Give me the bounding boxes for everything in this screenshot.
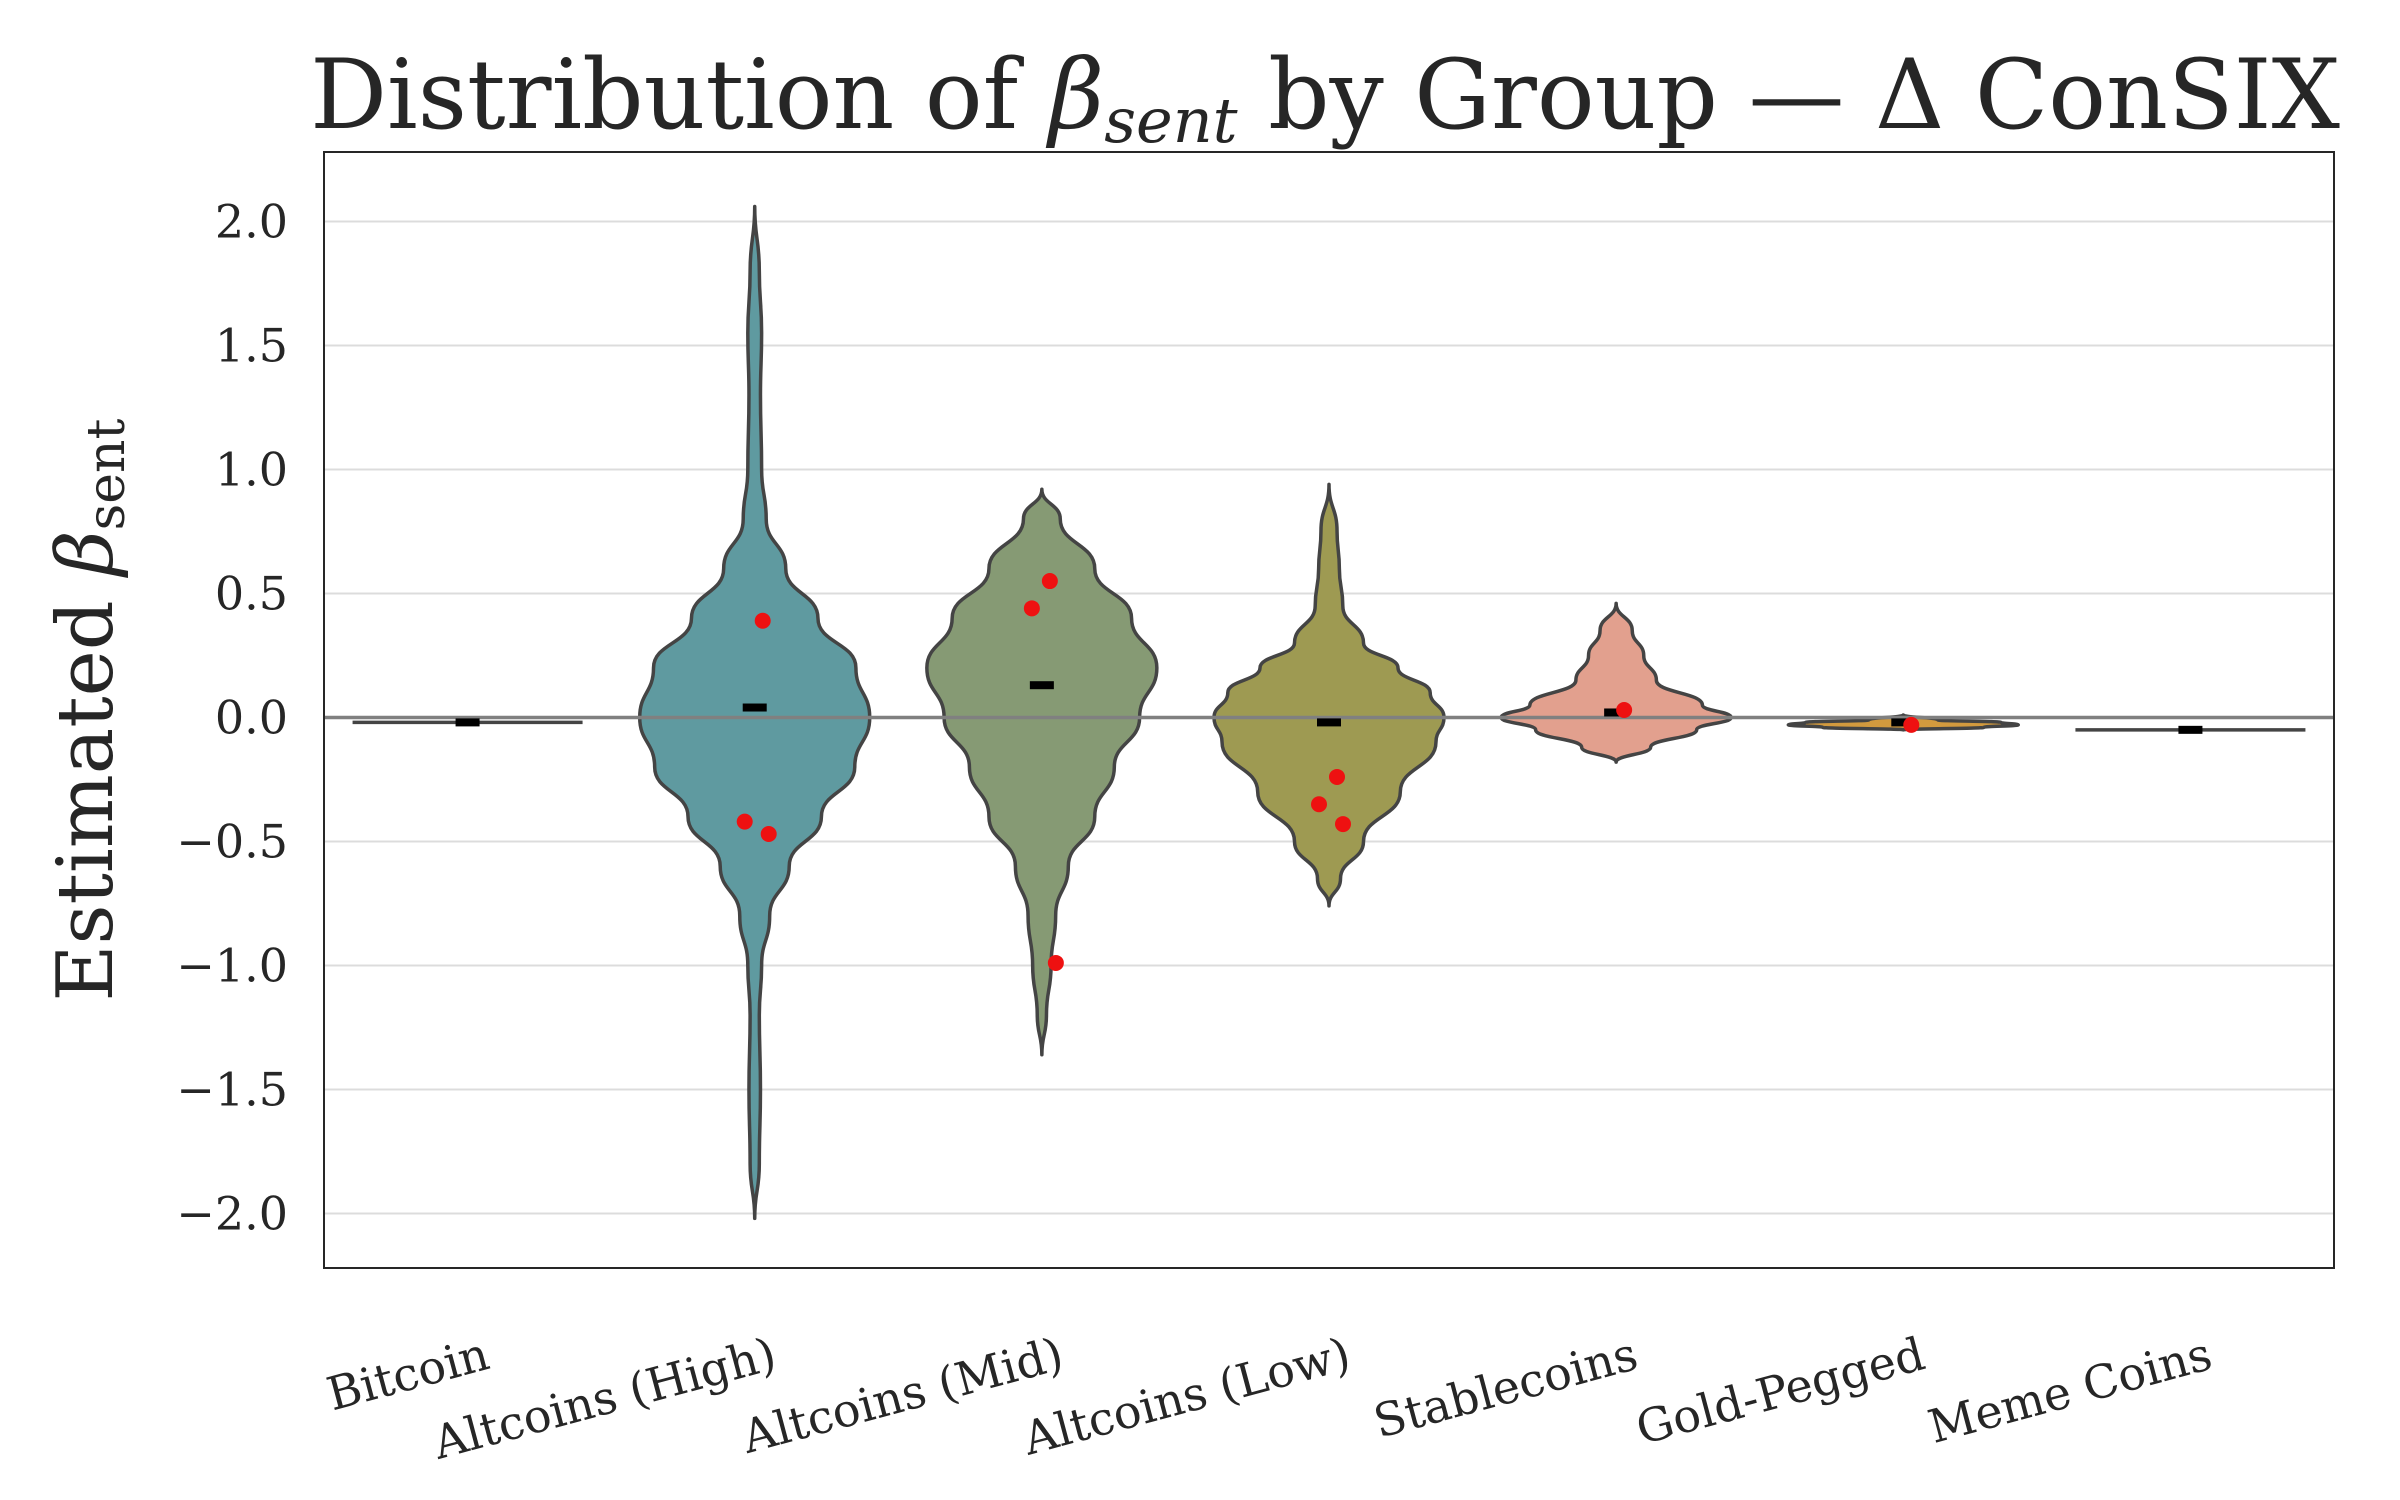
x-tick-label: Meme Coins: [1923, 1326, 2218, 1453]
x-tick-label: Altcoins (Low): [1016, 1326, 1355, 1465]
data-point: [1047, 954, 1064, 971]
y-tick-label: 0.0: [215, 690, 288, 744]
violin-2: [925, 487, 1159, 1057]
y-tick-label: 1.5: [215, 318, 288, 372]
median-mark-5: [1891, 718, 1916, 727]
violins: [352, 204, 2306, 1221]
data-point: [1616, 702, 1633, 718]
violin-4: [1499, 601, 1733, 764]
data-point: [1903, 716, 1920, 733]
data-points: [736, 573, 1920, 971]
data-point: [1311, 796, 1327, 813]
median-mark-4: [1604, 708, 1629, 717]
y-tick-labels: 2.0 1.5 1.0 0.5 0.0 −0.5 −1.0 −1.5 −2.0: [176, 194, 288, 1240]
y-tick-label: −1.0: [176, 938, 288, 992]
median-mark-2: [1029, 681, 1054, 690]
plot-frame: [323, 151, 2335, 1269]
median-mark-0: [455, 718, 480, 727]
data-point: [1335, 816, 1351, 833]
data-point: [736, 813, 753, 830]
y-tick-label: −1.5: [176, 1062, 288, 1116]
chart-title: Distribution of βsent by Group — Δ ConSI…: [310, 39, 2340, 157]
median-mark-6: [2178, 725, 2203, 734]
x-tick-label: Altcoins (Mid): [735, 1326, 1068, 1464]
violin-1: [637, 204, 872, 1221]
median-marks: [455, 681, 2203, 734]
y-tick-label: −0.5: [176, 814, 288, 868]
data-point: [754, 612, 771, 629]
y-axis-label: Estimated βsent: [41, 418, 137, 1001]
y-tick-label: 0.5: [215, 566, 288, 620]
data-point: [1041, 573, 1058, 590]
y-tick-label: 2.0: [215, 194, 288, 248]
y-tick-label: −2.0: [176, 1186, 288, 1240]
data-point: [1329, 768, 1345, 785]
violin-3: [1212, 482, 1446, 908]
median-mark-3: [1317, 718, 1341, 727]
median-mark-1: [742, 703, 767, 712]
data-point: [1023, 600, 1040, 617]
y-tick-label: 1.0: [215, 442, 288, 496]
x-tick-label: Gold-Pegged: [1630, 1326, 1930, 1455]
data-point: [760, 826, 777, 842]
x-tick-label: Stablecoins: [1368, 1326, 1643, 1448]
